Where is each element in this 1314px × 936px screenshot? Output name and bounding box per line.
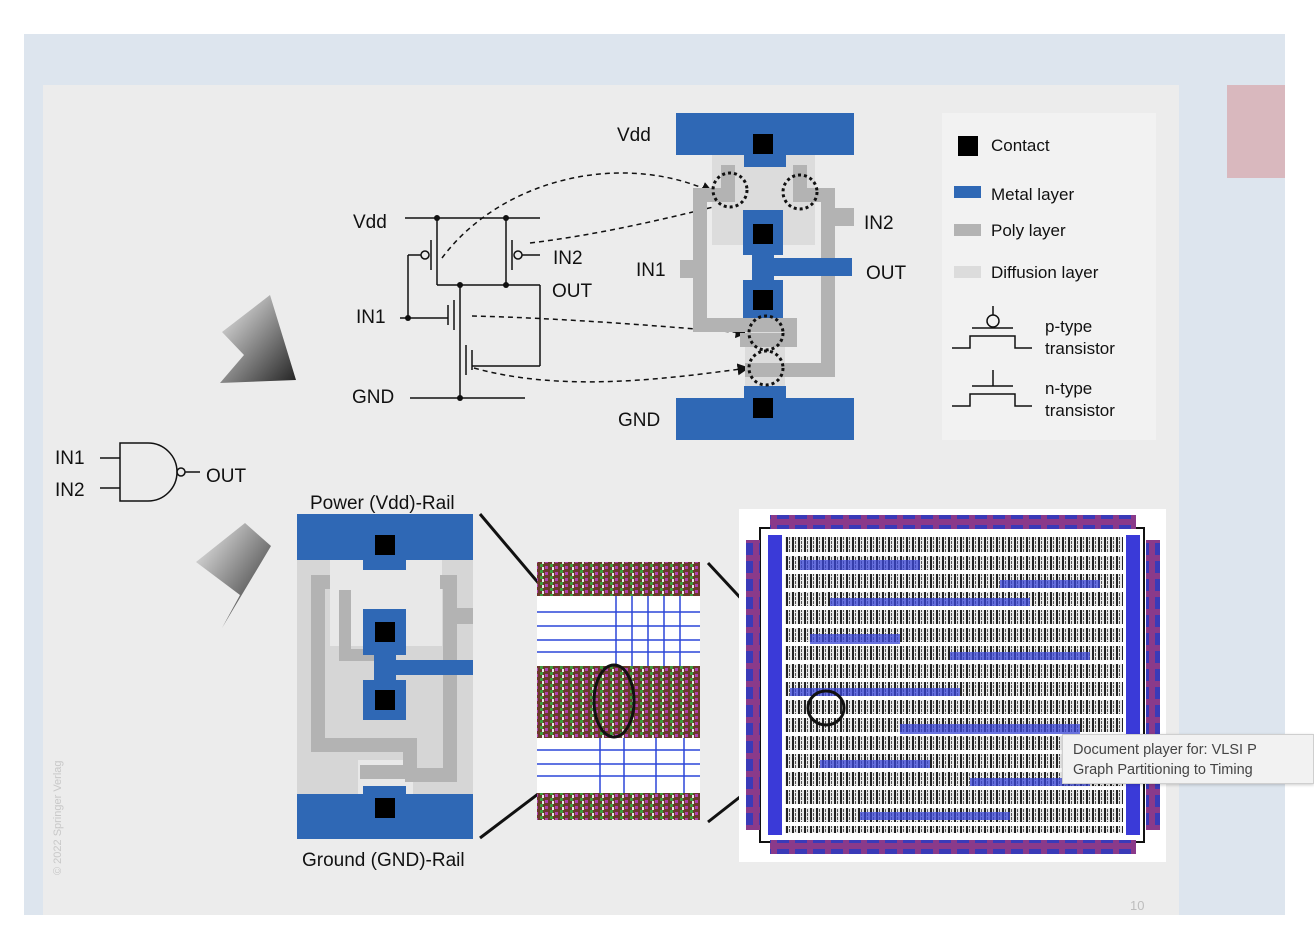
nand-layout-top — [676, 113, 854, 440]
ptype-symbol — [952, 306, 1032, 349]
page-number: 10 — [1130, 898, 1145, 913]
legend-ntype-line1: n-type — [1045, 379, 1092, 398]
ground-rail-label: Ground (GND)-Rail — [302, 850, 465, 871]
legend-diffusion-label: Diffusion layer — [991, 263, 1099, 282]
nand-gate-symbol — [100, 442, 200, 502]
legend-contact-label: Contact — [991, 136, 1050, 155]
schematic-vdd-label: Vdd — [353, 212, 387, 233]
nand-layout-bottom — [297, 514, 473, 839]
metal-swatch — [954, 186, 981, 198]
legend-metal-label: Metal layer — [991, 185, 1074, 204]
tooltip-line2: Graph Partitioning to Timing — [1073, 762, 1253, 778]
ntype-symbol — [952, 370, 1032, 407]
legend-ptype-line1: p-type — [1045, 317, 1092, 336]
layout-vdd-label: Vdd — [617, 125, 651, 146]
arrow-to-schematic — [220, 295, 296, 383]
chip-layout-image — [739, 509, 1166, 862]
routing-detail-image — [537, 562, 700, 820]
legend — [942, 113, 1156, 440]
gate-out-label: OUT — [206, 466, 247, 487]
layout-out-label: OUT — [866, 263, 907, 284]
legend-ntype-line2: transistor — [1045, 401, 1115, 420]
layout-gnd-label: GND — [618, 410, 660, 431]
copyright-text: © 2022 Springer Verlag — [52, 760, 64, 875]
legend-ptype-line2: transistor — [1045, 339, 1115, 358]
schematic-gnd-label: GND — [352, 387, 394, 408]
legend-poly-label: Poly layer — [991, 221, 1066, 240]
layout-in1-label: IN1 — [636, 260, 666, 281]
next-slide-thumbnail[interactable] — [1227, 85, 1285, 178]
contact-swatch — [958, 136, 978, 156]
schematic-in1-label: IN1 — [356, 307, 386, 328]
schematic-in2-label: IN2 — [553, 248, 583, 269]
arrow-to-layout — [196, 523, 271, 628]
tooltip-line1: Document player for: VLSI P — [1073, 742, 1257, 758]
power-rail-label: Power (Vdd)-Rail — [310, 493, 455, 514]
document-player-tooltip: Document player for: VLSI P Graph Partit… — [1062, 734, 1314, 784]
poly-swatch — [954, 224, 981, 236]
nand-schematic — [400, 217, 541, 399]
schematic-out-label: OUT — [552, 281, 593, 302]
gate-in1-label: IN1 — [55, 448, 85, 469]
diffusion-swatch — [954, 266, 981, 278]
gate-in2-label: IN2 — [55, 480, 85, 501]
layout-in2-label: IN2 — [864, 213, 894, 234]
